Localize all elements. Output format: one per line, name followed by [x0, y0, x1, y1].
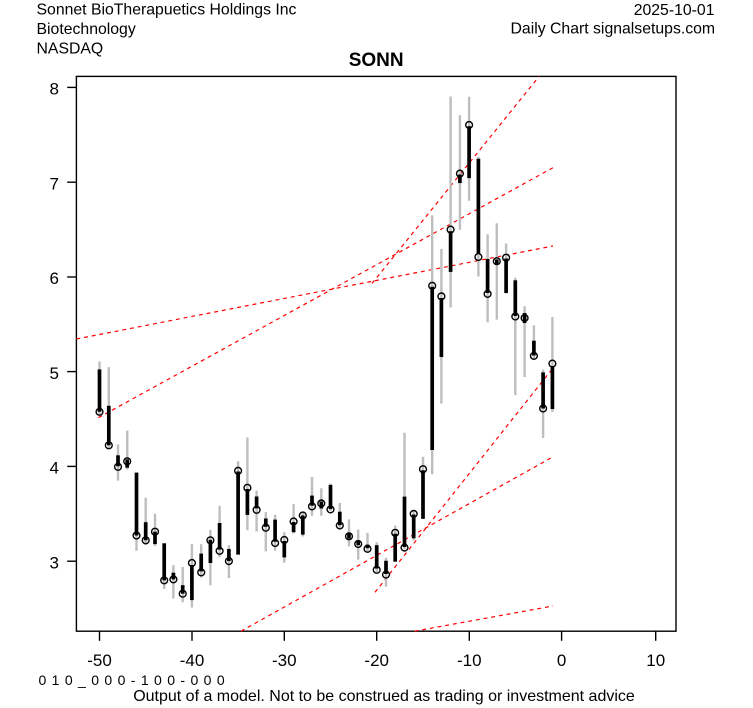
- svg-text:-20: -20: [364, 651, 389, 670]
- svg-text:-30: -30: [272, 651, 297, 670]
- svg-text:010_000-100-000: 010_000-100-000: [39, 672, 231, 688]
- svg-text:2025-10-01: 2025-10-01: [634, 2, 715, 19]
- svg-text:SONN: SONN: [349, 50, 404, 71]
- svg-text:Daily Chart signalsetups.com: Daily Chart signalsetups.com: [511, 21, 716, 38]
- svg-text:10: 10: [646, 651, 665, 670]
- svg-text:Sonnet BioTherapuetics Holding: Sonnet BioTherapuetics Holdings Inc: [37, 2, 297, 19]
- svg-text:-10: -10: [457, 651, 482, 670]
- svg-text:-40: -40: [180, 651, 205, 670]
- svg-text:0: 0: [557, 651, 566, 670]
- svg-text:-50: -50: [87, 651, 112, 670]
- svg-text:8: 8: [50, 80, 59, 99]
- svg-text:4: 4: [50, 459, 59, 478]
- svg-text:7: 7: [50, 174, 59, 193]
- svg-text:3: 3: [50, 553, 59, 572]
- svg-text:5: 5: [50, 364, 59, 383]
- svg-text:Biotechnology: Biotechnology: [37, 21, 136, 38]
- svg-text:Output of a model. Not to be c: Output of a model. Not to be construed a…: [133, 688, 635, 705]
- svg-text:6: 6: [50, 269, 59, 288]
- svg-text:NASDAQ: NASDAQ: [37, 41, 104, 58]
